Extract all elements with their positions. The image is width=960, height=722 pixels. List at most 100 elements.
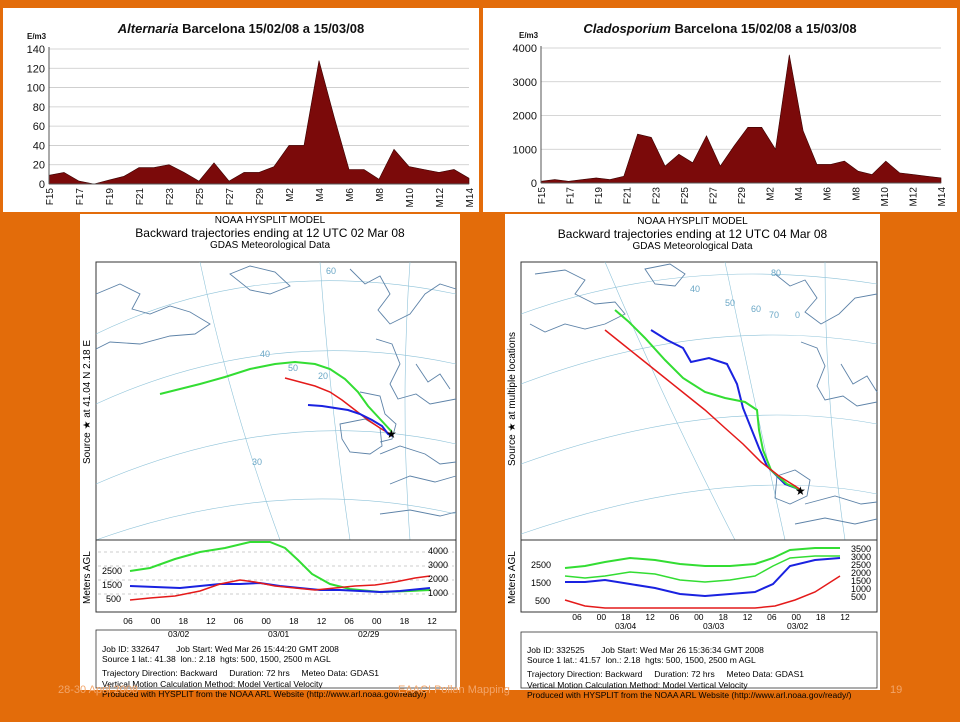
- cladosporium-title-rest: Barcelona 15/02/08 a 15/03/08: [670, 21, 857, 36]
- job-line-method: Vertical Motion Calculation Method: Mode…: [527, 679, 748, 690]
- y-tick-label: 0: [39, 179, 45, 191]
- x-tick-label: M12: [908, 187, 919, 207]
- map-lat-labels: 40 30 20 50 60: [252, 266, 336, 467]
- area-series: [540, 54, 942, 184]
- agl-hour-ticks: 06 00 18 12 06 00 18 12 06 00 18 12: [123, 616, 437, 626]
- svg-text:03/03: 03/03: [703, 621, 725, 631]
- trajectory-green-2500m: [159, 360, 393, 433]
- hour-tick: 00: [151, 616, 161, 626]
- job-line-direction: Trajectory Direction: Backward Duration:…: [102, 667, 379, 678]
- trajectory-blue-500m: [307, 404, 393, 437]
- hour-tick: 18: [289, 616, 299, 626]
- hysplit-data-source: GDAS Meteorological Data: [632, 241, 753, 253]
- map-lat-labels: 40 50 60 70 80 0: [690, 268, 800, 320]
- x-tick-label: F15: [537, 187, 548, 205]
- hour-tick: 12: [317, 616, 327, 626]
- y-tick-label: 100: [27, 83, 45, 95]
- hour-tick: 12: [840, 612, 850, 622]
- hysplit-panel-04mar: NOAA HYSPLIT MODEL Backward trajectories…: [505, 214, 880, 700]
- hour-tick: 06: [344, 616, 354, 626]
- map-coastlines: [529, 263, 878, 525]
- hysplit-model-name: NOAA HYSPLIT MODEL: [637, 216, 748, 227]
- svg-text:2500: 2500: [531, 560, 551, 570]
- hour-tick: 06: [670, 612, 680, 622]
- map-graticule: [520, 261, 878, 541]
- job-line-direction: Trajectory Direction: Backward Duration:…: [527, 668, 804, 679]
- agl-green-profile: [564, 547, 840, 569]
- x-tick-label: F19: [105, 188, 116, 206]
- trajectory-map-04mar: 40 50 60 70 80 0 ★ 2500 1500 500 3500 30…: [520, 261, 878, 689]
- svg-text:0: 0: [795, 310, 800, 320]
- svg-text:02/29: 02/29: [358, 629, 380, 639]
- hour-tick: 18: [816, 612, 826, 622]
- x-tick-label: M12: [435, 188, 446, 208]
- hour-tick: 00: [372, 616, 382, 626]
- alternaria-title-rest: Barcelona 15/02/08 a 15/03/08: [178, 21, 365, 36]
- x-tick-label: F23: [165, 188, 176, 206]
- x-tick-label: F29: [255, 188, 266, 206]
- svg-text:2500: 2500: [851, 560, 871, 570]
- cladosporium-area-chart: 0 1000 2000 3000 4000 E/m3 F15 F17 F19 F21 F23 F25 F…: [513, 31, 948, 207]
- x-tick-label: M4: [315, 188, 326, 202]
- alternaria-chart-title: Alternaria Barcelona 15/02/08 a 15/03/08: [3, 21, 479, 36]
- svg-text:4000: 4000: [428, 546, 448, 556]
- hour-tick: 06: [234, 616, 244, 626]
- alternaria-chart-panel: Alternaria Barcelona 15/02/08 a 15/03/08…: [3, 8, 479, 212]
- slide-footer-event: EAACI Pollen Mapping: [398, 684, 510, 696]
- x-tick-label: F27: [225, 188, 236, 206]
- x-tick-label: F23: [651, 187, 662, 205]
- x-tick-label: F27: [708, 187, 719, 205]
- slide-footer-date: 28-30 April 2008: [58, 684, 139, 696]
- hour-tick: 12: [645, 612, 655, 622]
- svg-text:60: 60: [751, 304, 761, 314]
- agl-green-profile-2: [564, 555, 840, 583]
- svg-text:3000: 3000: [428, 560, 448, 570]
- y-axis-label: E/m3: [519, 31, 539, 40]
- job-line-source: Source 1 lat.: 41.38 lon.: 2.18 hgts: 50…: [102, 654, 331, 665]
- x-tick-label: F19: [594, 187, 605, 205]
- x-tick-label: F17: [566, 187, 577, 205]
- x-tick-label: M4: [794, 187, 805, 201]
- hour-tick: 06: [572, 612, 582, 622]
- agl-date-ticks: 03/04 03/03 03/02: [615, 621, 809, 631]
- job-line-produced: Produced with HYSPLIT from the NOAA ARL …: [102, 689, 427, 700]
- hour-tick: 00: [597, 612, 607, 622]
- y-tick-label: 40: [33, 140, 45, 152]
- hour-tick: 00: [261, 616, 271, 626]
- hour-tick: 06: [767, 612, 777, 622]
- x-tick-label: M8: [375, 188, 386, 202]
- x-tick-label: M6: [345, 188, 356, 202]
- x-tick-label: F21: [135, 188, 146, 206]
- hysplit-title: Backward trajectories ending at 12 UTC 0…: [135, 225, 405, 240]
- x-tick-label: M14: [465, 188, 476, 208]
- trajectory-map-02mar: 40 30 20 50 60 ★ 2500 1500 500 4000 3000…: [95, 261, 457, 689]
- svg-text:50: 50: [288, 363, 298, 373]
- svg-text:50: 50: [725, 298, 735, 308]
- agl-profile-frame: [95, 539, 457, 613]
- alternaria-area-chart: 0 20 40 60 80 100 120 140 E/m3 F15 F17 F19 F21 F23 F25…: [27, 32, 476, 208]
- svg-text:30: 30: [252, 457, 262, 467]
- x-tick-label: F25: [680, 187, 691, 205]
- cladosporium-chart-title: Cladosporium Barcelona 15/02/08 a 15/03/…: [483, 21, 957, 36]
- y-tick-label: 1000: [513, 144, 537, 156]
- hysplit-model-name: NOAA HYSPLIT MODEL: [214, 215, 326, 226]
- hour-tick: 00: [694, 612, 704, 622]
- svg-text:2500: 2500: [102, 566, 122, 576]
- y-axis-label: E/m3: [27, 32, 47, 41]
- y-tick-label: 3000: [513, 77, 537, 89]
- x-tick-label: F25: [195, 188, 206, 206]
- agl-red-profile: [564, 575, 841, 609]
- svg-text:40: 40: [260, 349, 270, 359]
- x-tick-label: M2: [285, 188, 296, 202]
- svg-text:500: 500: [106, 594, 121, 604]
- hour-tick: 06: [123, 616, 133, 626]
- cladosporium-title-genus: Cladosporium: [583, 21, 671, 36]
- hysplit-header-04mar: NOAA HYSPLIT MODEL Backward trajectories…: [505, 216, 880, 253]
- svg-text:3500: 3500: [851, 544, 871, 554]
- y-tick-label: 4000: [513, 43, 537, 55]
- x-tick-label: M2: [766, 187, 777, 201]
- job-line-produced: Produced with HYSPLIT from the NOAA ARL …: [527, 690, 852, 701]
- job-info-frame: [520, 631, 878, 689]
- svg-text:60: 60: [326, 266, 336, 276]
- x-tick-label: M6: [823, 187, 834, 201]
